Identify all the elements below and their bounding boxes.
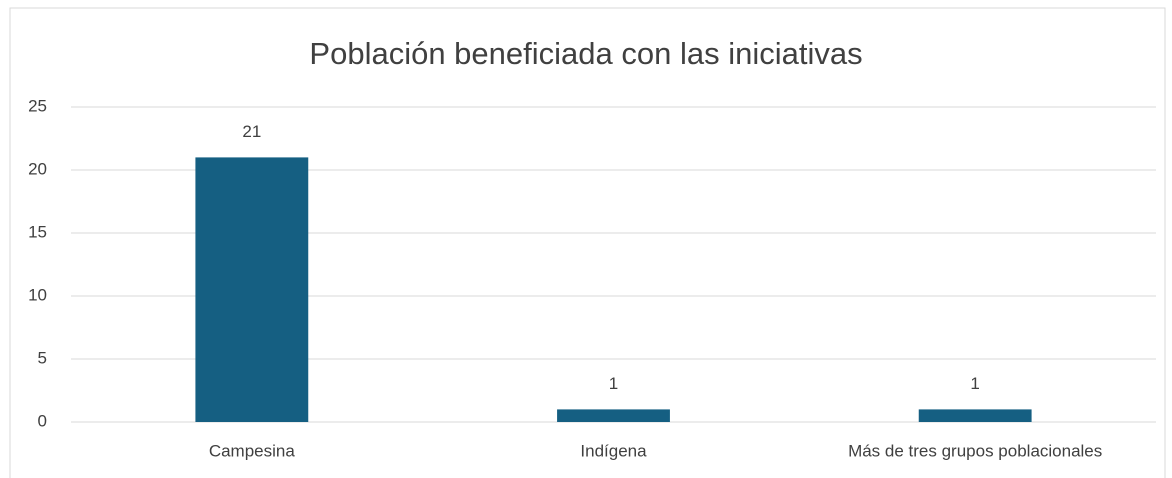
- y-tick-label: 10: [28, 285, 47, 304]
- bar: [557, 409, 670, 422]
- y-tick-label: 5: [38, 348, 47, 367]
- y-tick-label: 25: [28, 96, 47, 115]
- x-tick-label: Campesina: [209, 441, 296, 460]
- data-label: 1: [970, 374, 979, 393]
- bar: [918, 409, 1032, 422]
- chart-border: [9, 7, 1166, 478]
- x-tick-label: Indígena: [580, 441, 647, 460]
- bar: [195, 157, 309, 422]
- y-tick-label: 0: [38, 411, 47, 430]
- x-tick-label: Más de tres grupos poblacionales: [848, 441, 1102, 460]
- data-label: 21: [242, 122, 261, 141]
- y-tick-label: 20: [28, 159, 47, 178]
- data-label: 1: [609, 374, 618, 393]
- chart-title: Población beneficiada con las iniciativa…: [309, 36, 862, 71]
- y-tick-label: 15: [28, 222, 47, 241]
